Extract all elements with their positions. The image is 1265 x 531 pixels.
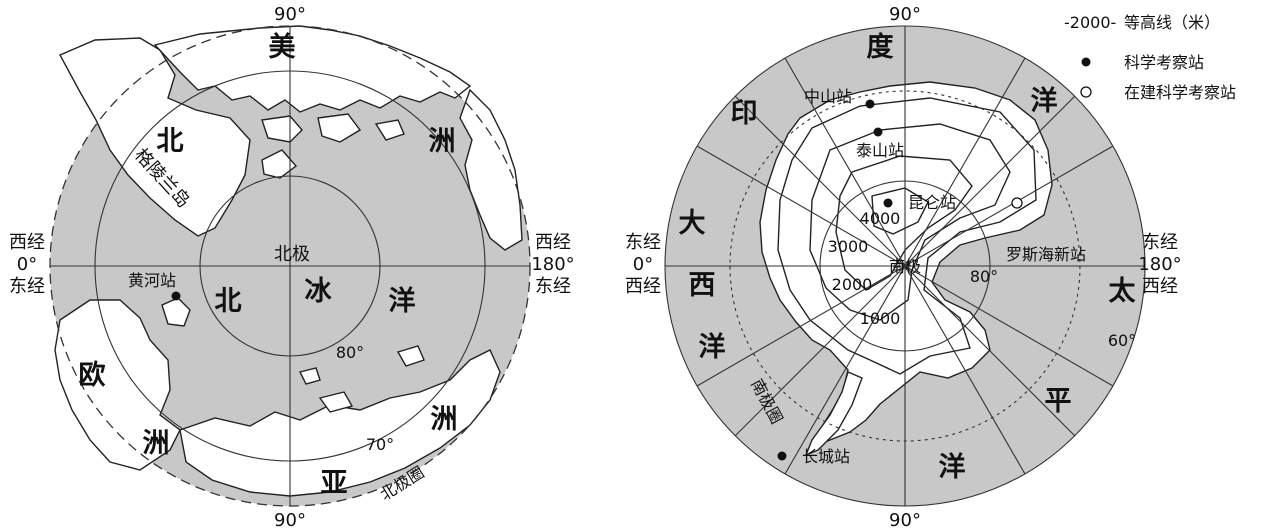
north-left-lon-top: 西经 [9,232,45,253]
contour-label-2000: 2000 [832,275,873,294]
pacific-ocean-char-1: 太 [1109,276,1137,307]
kunlun-station-label: 昆仑站 [908,193,956,212]
canadian-island-1 [261,115,303,143]
asia-landmass [179,349,501,497]
south-left-lon-mid: 0° [633,254,653,275]
s-lat-60-label: 60° [1108,331,1136,350]
contour-2000 [809,123,1011,321]
europe-char-1: 欧 [79,360,106,391]
antarctic-peninsula [804,371,863,457]
south-polar-map: 90° 90° 东经 0° 西经 东经 180° 西经 南极 80° 60° 南… [625,4,1182,531]
south-top-lon: 90° [889,4,921,25]
changcheng-station-marker [777,451,787,461]
atlantic-ocean-char-3: 洋 [699,331,726,363]
legend-station-label: 科学考察站 [1124,53,1204,72]
south-left-lon-top: 东经 [625,232,661,253]
lat-70-label: 70° [366,435,394,454]
arctic-circle-line [49,25,531,507]
north-america-char-2: 美 [269,31,296,63]
south-pole-label: 南极 [889,257,921,276]
canadian-island-3 [261,149,298,179]
s-lat-80-label: 80° [970,267,998,286]
greenland-landmass [59,37,251,237]
s-parallel-80 [819,180,991,352]
taishan-station-marker [873,127,883,137]
kunlun-station-marker [883,198,893,208]
contour-label-1000: 1000 [860,309,901,328]
indian-ocean-char-1: 印 [731,98,758,129]
indian-ocean-char-2: 度 [867,31,894,63]
north-pole-label: 北极 [274,244,310,265]
legend: -2000- 等高线（米） 科学考察站 在建科学考察站 [1064,13,1236,102]
south-bottom-lon: 90° [889,510,921,531]
arctic-ocean-char-3: 洋 [389,285,416,317]
canadian-island-4 [374,119,405,141]
europe-char-2: 洲 [143,428,170,459]
zhongshan-station-marker [865,99,875,109]
arctic-island-2 [396,345,425,367]
legend-contour-sample: -2000- [1064,13,1116,32]
alaska-landmass [459,88,523,251]
indian-ocean-char-3: 洋 [1031,85,1058,117]
north-left-lon-bot: 东经 [9,276,45,297]
legend-new-station-symbol [1080,86,1092,98]
contour-label-4000: 4000 [860,209,901,228]
arctic-island-3 [318,391,354,413]
antarctic-circle-line [729,90,1081,442]
south-right-lon-mid: 180° [1138,254,1181,275]
north-left-lon-mid: 0° [17,254,37,275]
atlantic-ocean-char-2: 西 [689,270,716,301]
north-top-lon: 90° [274,4,306,25]
asia-char-1: 亚 [321,468,348,499]
legend-contour-label: 等高线（米） [1124,13,1220,32]
contour-label-3000: 3000 [828,237,869,256]
taishan-station-label: 泰山站 [856,141,904,160]
pacific-ocean-char-3: 洋 [939,451,966,483]
asia-char-2: 洲 [431,404,458,435]
north-america-landmass [153,25,472,113]
ross-new-station-label: 罗斯海新站 [1006,245,1086,264]
north-bottom-lon: 90° [274,510,306,531]
pacific-ocean-char-2: 平 [1045,386,1072,417]
parallel-70 [94,70,486,462]
north-right-lon-top: 西经 [535,232,571,253]
changcheng-station-label: 长城站 [802,447,850,466]
s-meridian-diag-6 [784,57,1026,475]
canadian-island-2 [317,113,362,143]
arctic-ocean-char-2: 冰 [305,276,333,307]
zhongshan-station-label: 中山站 [804,87,852,106]
south-right-lon-bot: 西经 [1142,276,1178,297]
lat-80-label: 80° [336,343,364,362]
north-america-char-1: 北 [157,126,184,157]
ross-new-station-marker [1011,197,1023,209]
s-parallel-60 [664,25,1146,507]
arctic-ocean-char-1: 北 [215,286,242,317]
south-right-lon-top: 东经 [1142,232,1178,253]
huanghe-station-label: 黄河站 [128,271,176,290]
north-right-lon-bot: 东经 [535,276,571,297]
parallel-80 [199,175,381,357]
atlantic-ocean-char-1: 大 [679,208,706,239]
legend-new-station-label: 在建科学考察站 [1124,83,1236,102]
north-right-lon-mid: 180° [531,254,574,275]
south-left-lon-bot: 西经 [625,276,661,297]
huanghe-station-marker [171,291,181,301]
legend-station-symbol [1081,57,1091,67]
north-polar-map: 90° 90° 西经 0° 东经 西经 180° 东经 北极 80° 70° 北… [9,4,575,531]
north-america-char-3: 洲 [429,126,456,157]
arctic-island-1 [298,367,321,385]
